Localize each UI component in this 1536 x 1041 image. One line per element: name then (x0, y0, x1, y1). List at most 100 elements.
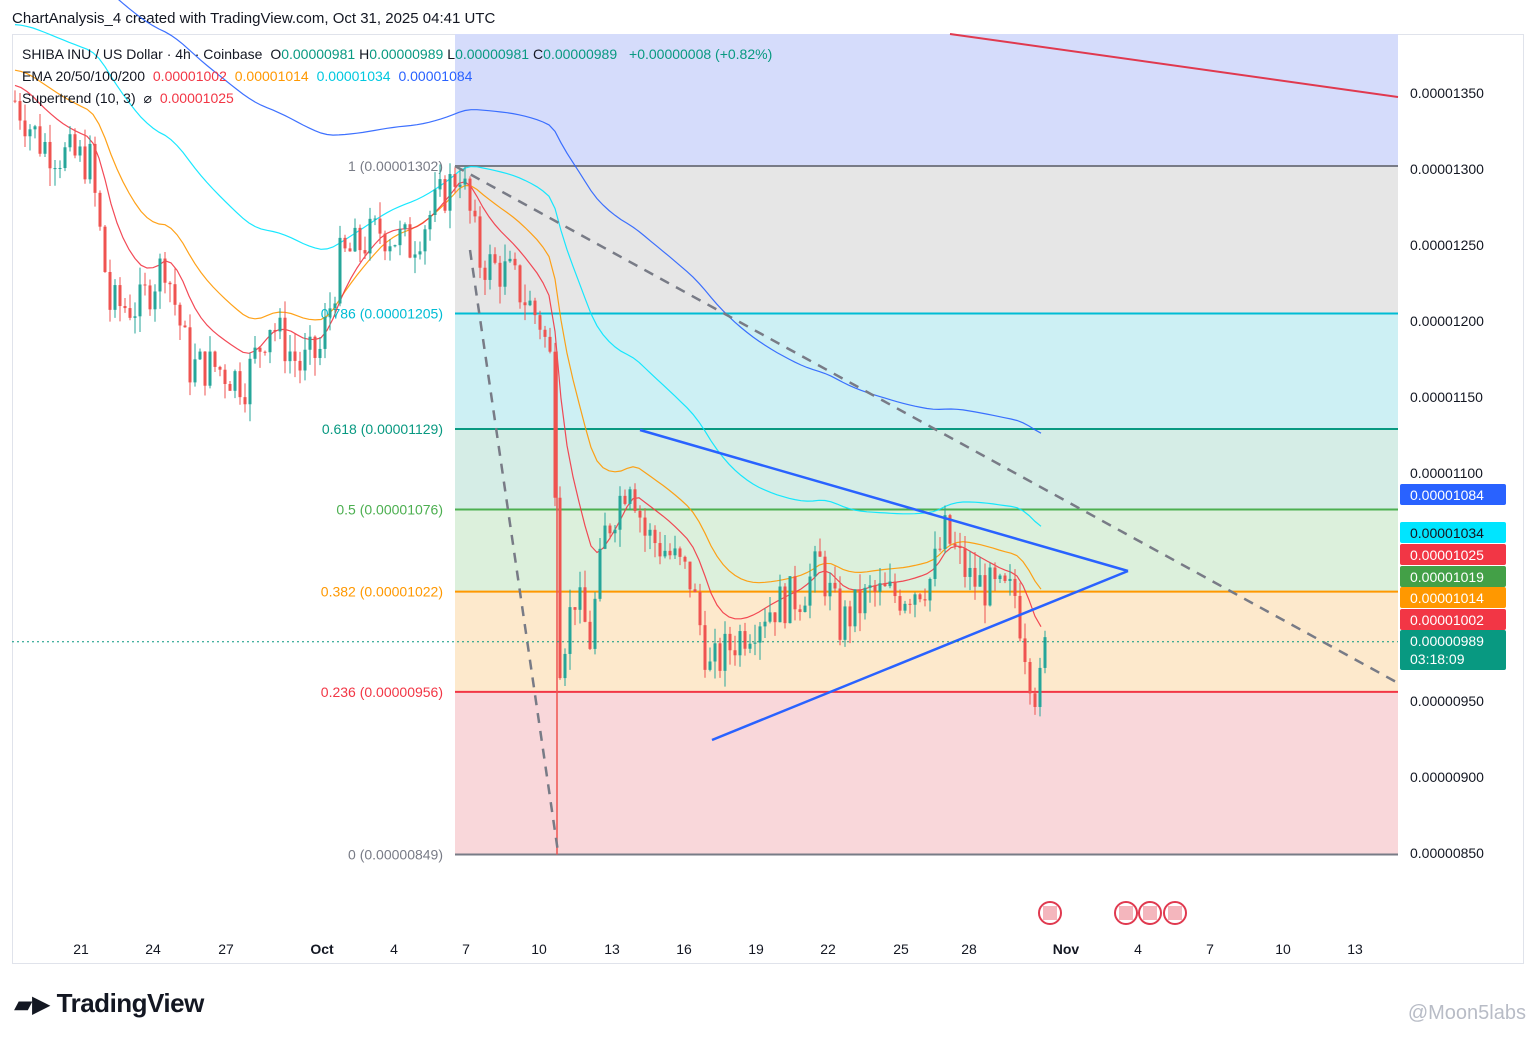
candle-body (213, 351, 217, 367)
candle-body (208, 351, 212, 386)
candle-body (888, 581, 892, 587)
legend-ohlc-key-c: C (533, 46, 544, 62)
legend-symbol: SHIBA INU / US Dollar · 4h · Coinbase (22, 46, 263, 62)
x-tick-label: 19 (748, 941, 764, 957)
candle-body (173, 284, 177, 305)
candle-body (753, 642, 757, 644)
candle-body (268, 329, 272, 353)
candle-body (278, 317, 282, 332)
candle-body (158, 258, 162, 292)
candle-body (988, 567, 992, 606)
candle-body (498, 262, 502, 287)
candle-body (873, 585, 877, 592)
candle-body (548, 336, 552, 352)
candle-body (643, 517, 647, 536)
candle-body (48, 141, 52, 169)
candle-body (638, 510, 642, 518)
candle-body (433, 189, 437, 216)
us-flag-event-icon-inner (1143, 906, 1157, 920)
candle-body (713, 643, 717, 662)
candle-body (1028, 662, 1032, 694)
steep-dashed-trendline (468, 249, 560, 853)
candle-body (53, 168, 57, 170)
candle-body (188, 327, 192, 383)
candle-body (293, 351, 297, 361)
candle-body (163, 258, 167, 283)
candle-body (1023, 638, 1027, 663)
candle-body (763, 621, 767, 627)
candle-body (378, 218, 382, 234)
candle-body (743, 631, 747, 649)
candle-body (403, 224, 407, 229)
candle-body (233, 371, 237, 391)
legend-ohlc-key-o: O (270, 46, 282, 62)
x-tick-label: Nov (1053, 941, 1080, 957)
fib-zone-6 (455, 691, 1398, 855)
candle-body (118, 285, 122, 307)
price-tag-0.00001002 (1400, 609, 1506, 630)
candle-body (678, 548, 682, 557)
candle-body (1003, 575, 1007, 581)
candle-body (768, 612, 772, 622)
candle-body (718, 643, 722, 671)
candle-body (993, 567, 997, 580)
legend-ohlc-value-c: 0.00000989 (543, 46, 618, 62)
candle-body (978, 575, 982, 587)
candle-body (153, 291, 157, 310)
candle-body (133, 316, 137, 318)
candle-body (303, 349, 307, 371)
candle-body (878, 583, 882, 592)
candle-body (308, 336, 312, 350)
candle-body (848, 606, 852, 627)
legend-ohlc-value-l: 0.00000981 (455, 46, 530, 62)
candle-body (588, 621, 592, 649)
candle-body (793, 576, 797, 610)
candle-body (973, 567, 977, 587)
legend-supertrend-value: 0.00001025 (159, 90, 234, 106)
x-tick-label: 25 (893, 941, 909, 957)
candle-body (958, 545, 962, 549)
candle-body (1033, 693, 1037, 707)
candle-body (1018, 595, 1022, 639)
candle-body (413, 254, 417, 258)
candle-body (313, 336, 317, 358)
x-tick-label: 28 (961, 941, 977, 957)
candle-body (943, 515, 947, 549)
x-tick-label: 22 (820, 941, 836, 957)
price-tag-label: 0.00001019 (1410, 569, 1484, 585)
candle-body (418, 251, 422, 255)
candle-body (843, 606, 847, 640)
candle-body (283, 317, 287, 362)
candle-body (428, 215, 432, 230)
candle-body (923, 599, 927, 601)
candle-body (193, 359, 197, 383)
candle-body (128, 308, 132, 318)
candle-body (648, 529, 652, 536)
candle-body (23, 120, 27, 137)
candle-body (513, 258, 517, 266)
x-tick-label: 27 (218, 941, 234, 957)
candle-body (348, 248, 352, 252)
candle-body (353, 227, 357, 252)
x-tick-label: 10 (1275, 941, 1291, 957)
candle-body (373, 218, 377, 220)
candle-body (333, 303, 337, 309)
candle-body (178, 304, 182, 326)
candle-body (683, 556, 687, 562)
candle-body (1043, 637, 1047, 668)
y-tick-label: 0.00001150 (1410, 389, 1483, 405)
candle-body (538, 315, 542, 330)
x-tick-label: 24 (145, 941, 161, 957)
triangle-upper-line (639, 428, 1129, 573)
candle-body (38, 126, 42, 154)
candle-body (998, 575, 1002, 580)
legend-ohlc-value-h: 0.00000989 (369, 46, 444, 62)
price-tag-label: 0.00001014 (1410, 590, 1484, 606)
candle-body (108, 272, 112, 310)
candle-body (703, 625, 707, 670)
tradingview-brand-text: TradingView (56, 988, 205, 1018)
candle-body (563, 653, 567, 679)
price-tag-label: 0.00001025 (1410, 547, 1484, 563)
fib-label-0.236: 0.236 (0.00000956) (321, 684, 443, 700)
